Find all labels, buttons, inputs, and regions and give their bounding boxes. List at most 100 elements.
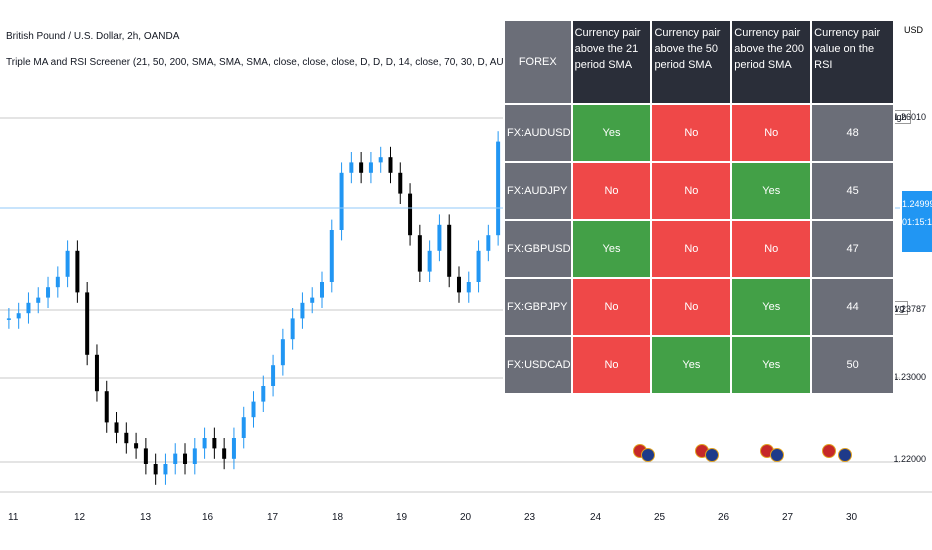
- table-row: FX:AUDUSD Yes No No 48: [505, 105, 893, 161]
- time-tick: 20: [460, 512, 472, 523]
- candle: [408, 193, 413, 236]
- candle: [26, 302, 31, 314]
- time-tick: 30: [846, 512, 858, 523]
- high-value: 1.26010: [893, 112, 926, 122]
- candle: [94, 354, 99, 392]
- rsi-cell: 45: [812, 163, 893, 219]
- sma50-cell: No: [652, 163, 731, 219]
- column-header-sma21: Currency pair above the 21 period SMA: [572, 21, 651, 103]
- rsi-cell: 44: [812, 279, 893, 335]
- time-tick: 19: [396, 512, 408, 523]
- candle: [466, 282, 471, 293]
- candle: [447, 224, 452, 277]
- rsi-cell: 48: [812, 105, 893, 161]
- rsi-cell: 47: [812, 221, 893, 277]
- currency-label: USD: [904, 25, 924, 35]
- avg-value: 1.23787: [893, 304, 926, 314]
- candle: [359, 162, 364, 173]
- candle: [6, 318, 11, 320]
- candle: [310, 297, 315, 303]
- candle: [55, 276, 60, 288]
- candle: [134, 443, 139, 449]
- table-row: FX:GBPUSD Yes No No 47: [505, 221, 893, 277]
- candle: [212, 438, 217, 449]
- flag-icon[interactable]: [641, 448, 655, 462]
- symbol-cell: FX:GBPJPY: [505, 279, 571, 335]
- sma200-cell: No: [732, 221, 811, 277]
- time-tick: 23: [524, 512, 536, 523]
- candle: [163, 464, 168, 475]
- candle: [496, 141, 501, 236]
- symbol-cell: FX:AUDUSD: [505, 105, 571, 161]
- candle: [251, 401, 256, 418]
- candle: [104, 391, 109, 423]
- candle: [192, 448, 197, 464]
- flag-icon[interactable]: [838, 448, 852, 462]
- candle: [75, 250, 80, 293]
- time-tick: 26: [718, 512, 730, 523]
- screener-corner: FOREX: [505, 21, 571, 103]
- indicator-legend[interactable]: Triple MA and RSI Screener (21, 50, 200,…: [6, 57, 718, 68]
- candle: [427, 250, 432, 272]
- sma200-cell: No: [732, 105, 811, 161]
- time-tick: 13: [140, 512, 152, 523]
- sma50-cell: No: [652, 279, 731, 335]
- symbol-cell: FX:USDCAD: [505, 337, 571, 393]
- candle: [65, 250, 70, 277]
- time-tick: 18: [332, 512, 344, 523]
- screener-table: FOREX Currency pair above the 21 period …: [503, 19, 895, 395]
- current-price-badge: 1.24999 01:15:18: [902, 191, 932, 252]
- candle: [456, 276, 461, 293]
- candle: [290, 318, 295, 340]
- time-tick: 11: [8, 512, 19, 523]
- candle: [202, 438, 207, 449]
- time-tick: 25: [654, 512, 666, 523]
- candle: [271, 365, 276, 386]
- bar-countdown: 01:15:18: [902, 217, 932, 227]
- candle: [231, 438, 236, 459]
- flag-icon[interactable]: [770, 448, 784, 462]
- sma21-cell: No: [572, 279, 651, 335]
- candle: [173, 453, 178, 464]
- sma21-cell: No: [572, 337, 651, 393]
- candle: [280, 339, 285, 366]
- symbol-cell: FX:GBPUSD: [505, 221, 571, 277]
- time-tick: 24: [590, 512, 602, 523]
- sma50-cell: Yes: [652, 337, 731, 393]
- candle: [36, 297, 41, 303]
- sma200-cell: Yes: [732, 279, 811, 335]
- candle: [349, 162, 354, 173]
- sma50-cell: No: [652, 221, 731, 277]
- flag-icon[interactable]: [822, 444, 836, 458]
- candle: [378, 157, 383, 163]
- sma200-cell: Yes: [732, 163, 811, 219]
- symbol-title[interactable]: British Pound / U.S. Dollar, 2h, OANDA: [6, 31, 180, 42]
- candle: [241, 417, 246, 438]
- flag-icon[interactable]: [705, 448, 719, 462]
- candle: [183, 453, 188, 464]
- table-row: FX:USDCAD No Yes Yes 50: [505, 337, 893, 393]
- column-header-sma50: Currency pair above the 50 period SMA: [652, 21, 731, 103]
- candle: [388, 157, 393, 173]
- time-tick: 16: [202, 512, 214, 523]
- sma21-cell: Yes: [572, 221, 651, 277]
- time-tick: 27: [782, 512, 794, 523]
- candle: [222, 448, 227, 459]
- candle: [486, 235, 491, 251]
- table-row: FX:AUDJPY No No Yes 45: [505, 163, 893, 219]
- candle: [46, 287, 51, 298]
- candle: [153, 464, 158, 475]
- candle: [417, 235, 422, 272]
- time-tick: 17: [267, 512, 279, 523]
- candle: [368, 162, 373, 173]
- price-tick: 1.22000: [893, 454, 926, 464]
- table-row: FX:GBPJPY No No Yes 44: [505, 279, 893, 335]
- time-tick: 12: [74, 512, 86, 523]
- candle: [16, 313, 21, 319]
- candle: [143, 448, 148, 464]
- candle: [124, 432, 129, 444]
- sma200-cell: Yes: [732, 337, 811, 393]
- candle: [329, 230, 334, 282]
- column-header-rsi: Currency pair value on the RSI: [812, 21, 893, 103]
- candle: [476, 250, 481, 282]
